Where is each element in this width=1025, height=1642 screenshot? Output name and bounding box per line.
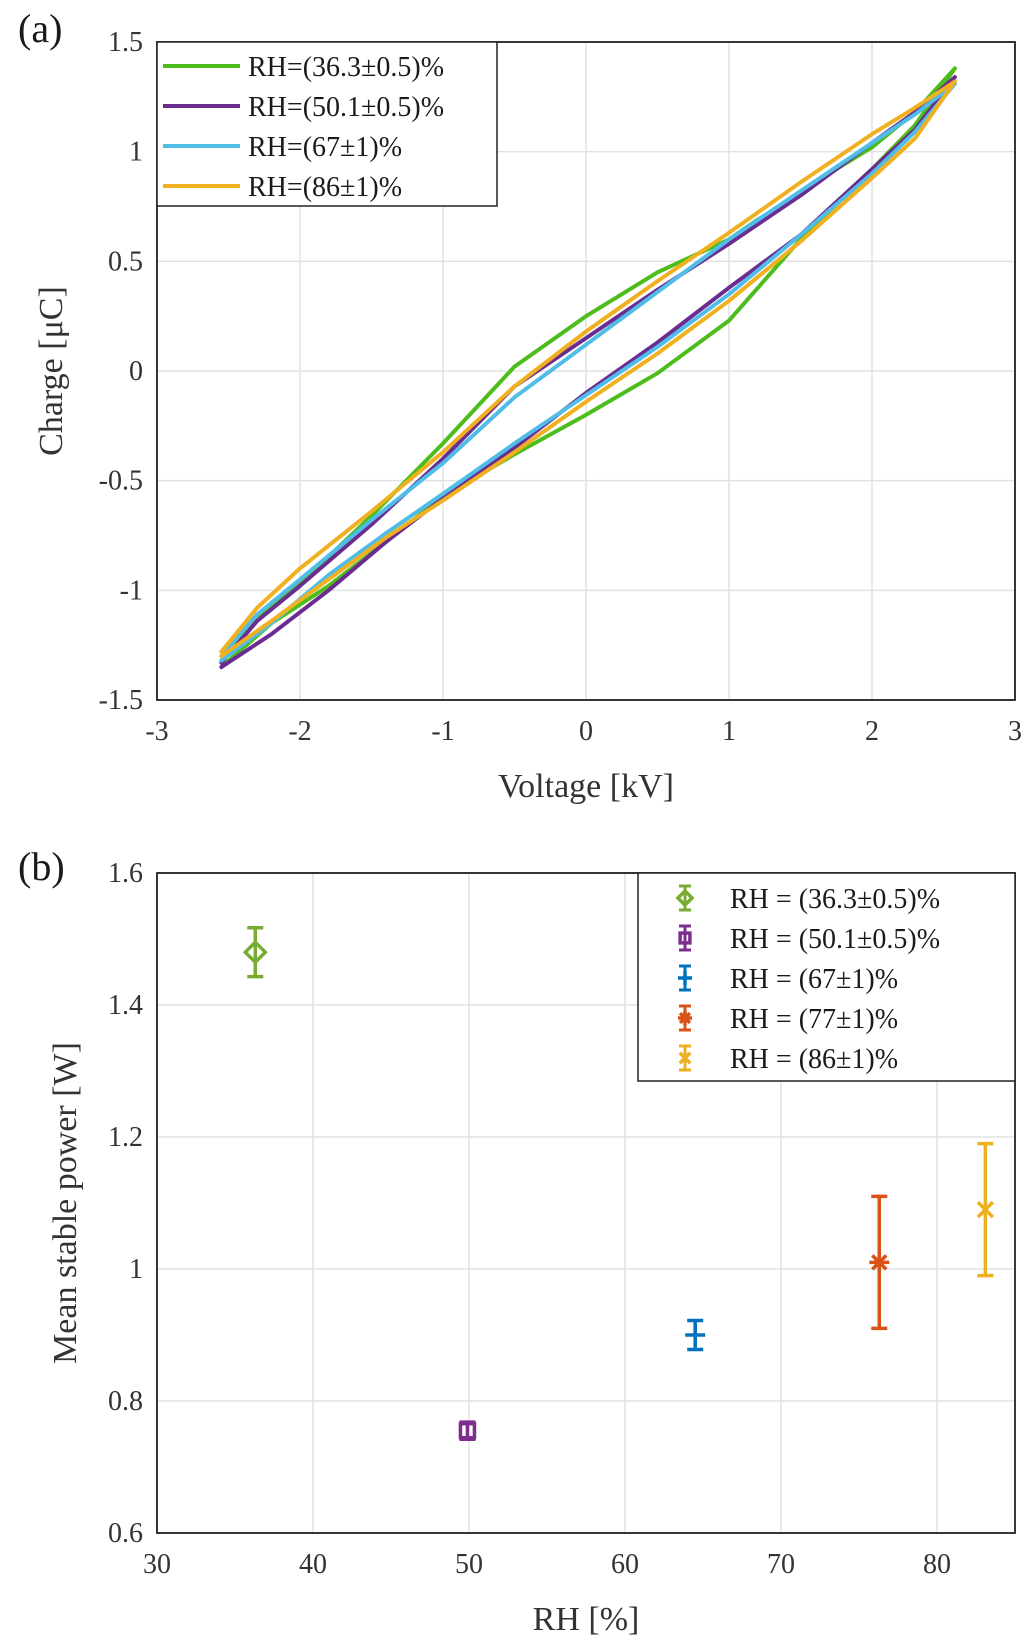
panel-a-legend: RH=(36.3±0.5)% RH=(50.1±0.5)% RH=(67±1)% RH… (156, 41, 498, 207)
panel-a-ticks: -3 -2 -1 0 1 2 3 -1.5 -1 -0.5 0 0.5 1 1.5 (99, 27, 1022, 747)
x-tick-label: 70 (767, 1549, 795, 1580)
x-tick-label: -1 (431, 716, 454, 747)
marker-asterisk (678, 1011, 692, 1025)
y-tick-label: 1 (129, 137, 143, 168)
legend-box (637, 872, 1016, 1082)
panel-b-ticks: 30 40 50 60 70 80 0.6 0.8 1 1.2 1.4 1.6 (108, 858, 951, 1580)
x-tick-label: 0 (579, 716, 593, 747)
panel-b-legend: RH = (36.3±0.5)% RH = (50.1±0.5)% RH = (67… (637, 872, 1016, 1082)
marker-shape (242, 939, 268, 965)
panel-b-points (242, 926, 995, 1442)
x-tick-label: 50 (455, 1549, 483, 1580)
marker-shape (678, 1051, 692, 1065)
marker-shape (976, 1200, 995, 1219)
marker-x (678, 1051, 692, 1065)
legend-label: RH = (36.3±0.5)% (730, 884, 940, 915)
marker-shape (871, 1254, 888, 1271)
y-tick-label: 0.6 (108, 1518, 143, 1549)
marker-plus (685, 1325, 706, 1345)
legend-label: RH = (67±1)% (730, 964, 898, 995)
x-tick-label: 2 (865, 716, 879, 747)
y-tick-label: 1.6 (108, 858, 143, 889)
panel-a-label: (a) (18, 6, 62, 51)
y-tick-label: 1.5 (108, 27, 143, 58)
legend-label: RH=(86±1)% (248, 172, 402, 203)
marker-shape (458, 1421, 477, 1440)
legend-label: RH=(67±1)% (248, 132, 402, 163)
marker-shape (678, 1011, 692, 1025)
marker-diamond (675, 888, 695, 908)
panel-b-x-axis-label: RH [%] (533, 1601, 640, 1638)
x-tick-label: -2 (288, 716, 311, 747)
y-tick-label: -1.5 (99, 685, 143, 716)
x-tick-label: 40 (299, 1549, 327, 1580)
marker-diamond (242, 939, 268, 965)
panel-a-frame (156, 41, 1016, 701)
x-tick-label: 30 (143, 1549, 171, 1580)
legend-label: RH=(36.3±0.5)% (248, 52, 444, 83)
legend-label: RH = (50.1±0.5)% (730, 924, 940, 955)
legend-label: RH=(50.1±0.5)% (248, 92, 444, 123)
marker-shape (678, 931, 692, 945)
y-tick-label: 0.8 (108, 1386, 143, 1417)
y-tick-label: -1 (120, 575, 143, 606)
y-tick-label: -0.5 (99, 466, 143, 497)
legend-box (156, 41, 498, 207)
y-tick-label: 0 (129, 356, 143, 387)
marker-x (976, 1200, 995, 1219)
marker-shape (675, 888, 695, 908)
x-tick-label: 3 (1008, 716, 1022, 747)
marker-plus (678, 971, 692, 985)
panel-a-y-axis-label: Charge [μC] (33, 286, 70, 456)
x-tick-label: 60 (611, 1549, 639, 1580)
panel-b-y-axis-label: Mean stable power [W] (47, 1042, 84, 1364)
legend-label: RH = (77±1)% (730, 1004, 898, 1035)
x-tick-label: 80 (923, 1549, 951, 1580)
y-tick-label: 1.4 (108, 990, 143, 1021)
y-tick-label: 1 (129, 1254, 143, 1285)
marker-square (678, 931, 692, 945)
marker-asterisk (869, 1252, 890, 1273)
panel-a-x-axis-label: Voltage [kV] (498, 768, 674, 805)
series-line (219, 79, 957, 659)
legend-label: RH = (86±1)% (730, 1044, 898, 1075)
y-tick-label: 0.5 (108, 246, 143, 277)
panel-b-label: (b) (18, 844, 65, 889)
marker-square (458, 1421, 477, 1440)
x-tick-label: -3 (145, 716, 168, 747)
panel-b-frame (156, 872, 1016, 1534)
panel-a-series (219, 66, 957, 670)
y-tick-label: 1.2 (108, 1122, 143, 1153)
x-tick-label: 1 (722, 716, 736, 747)
